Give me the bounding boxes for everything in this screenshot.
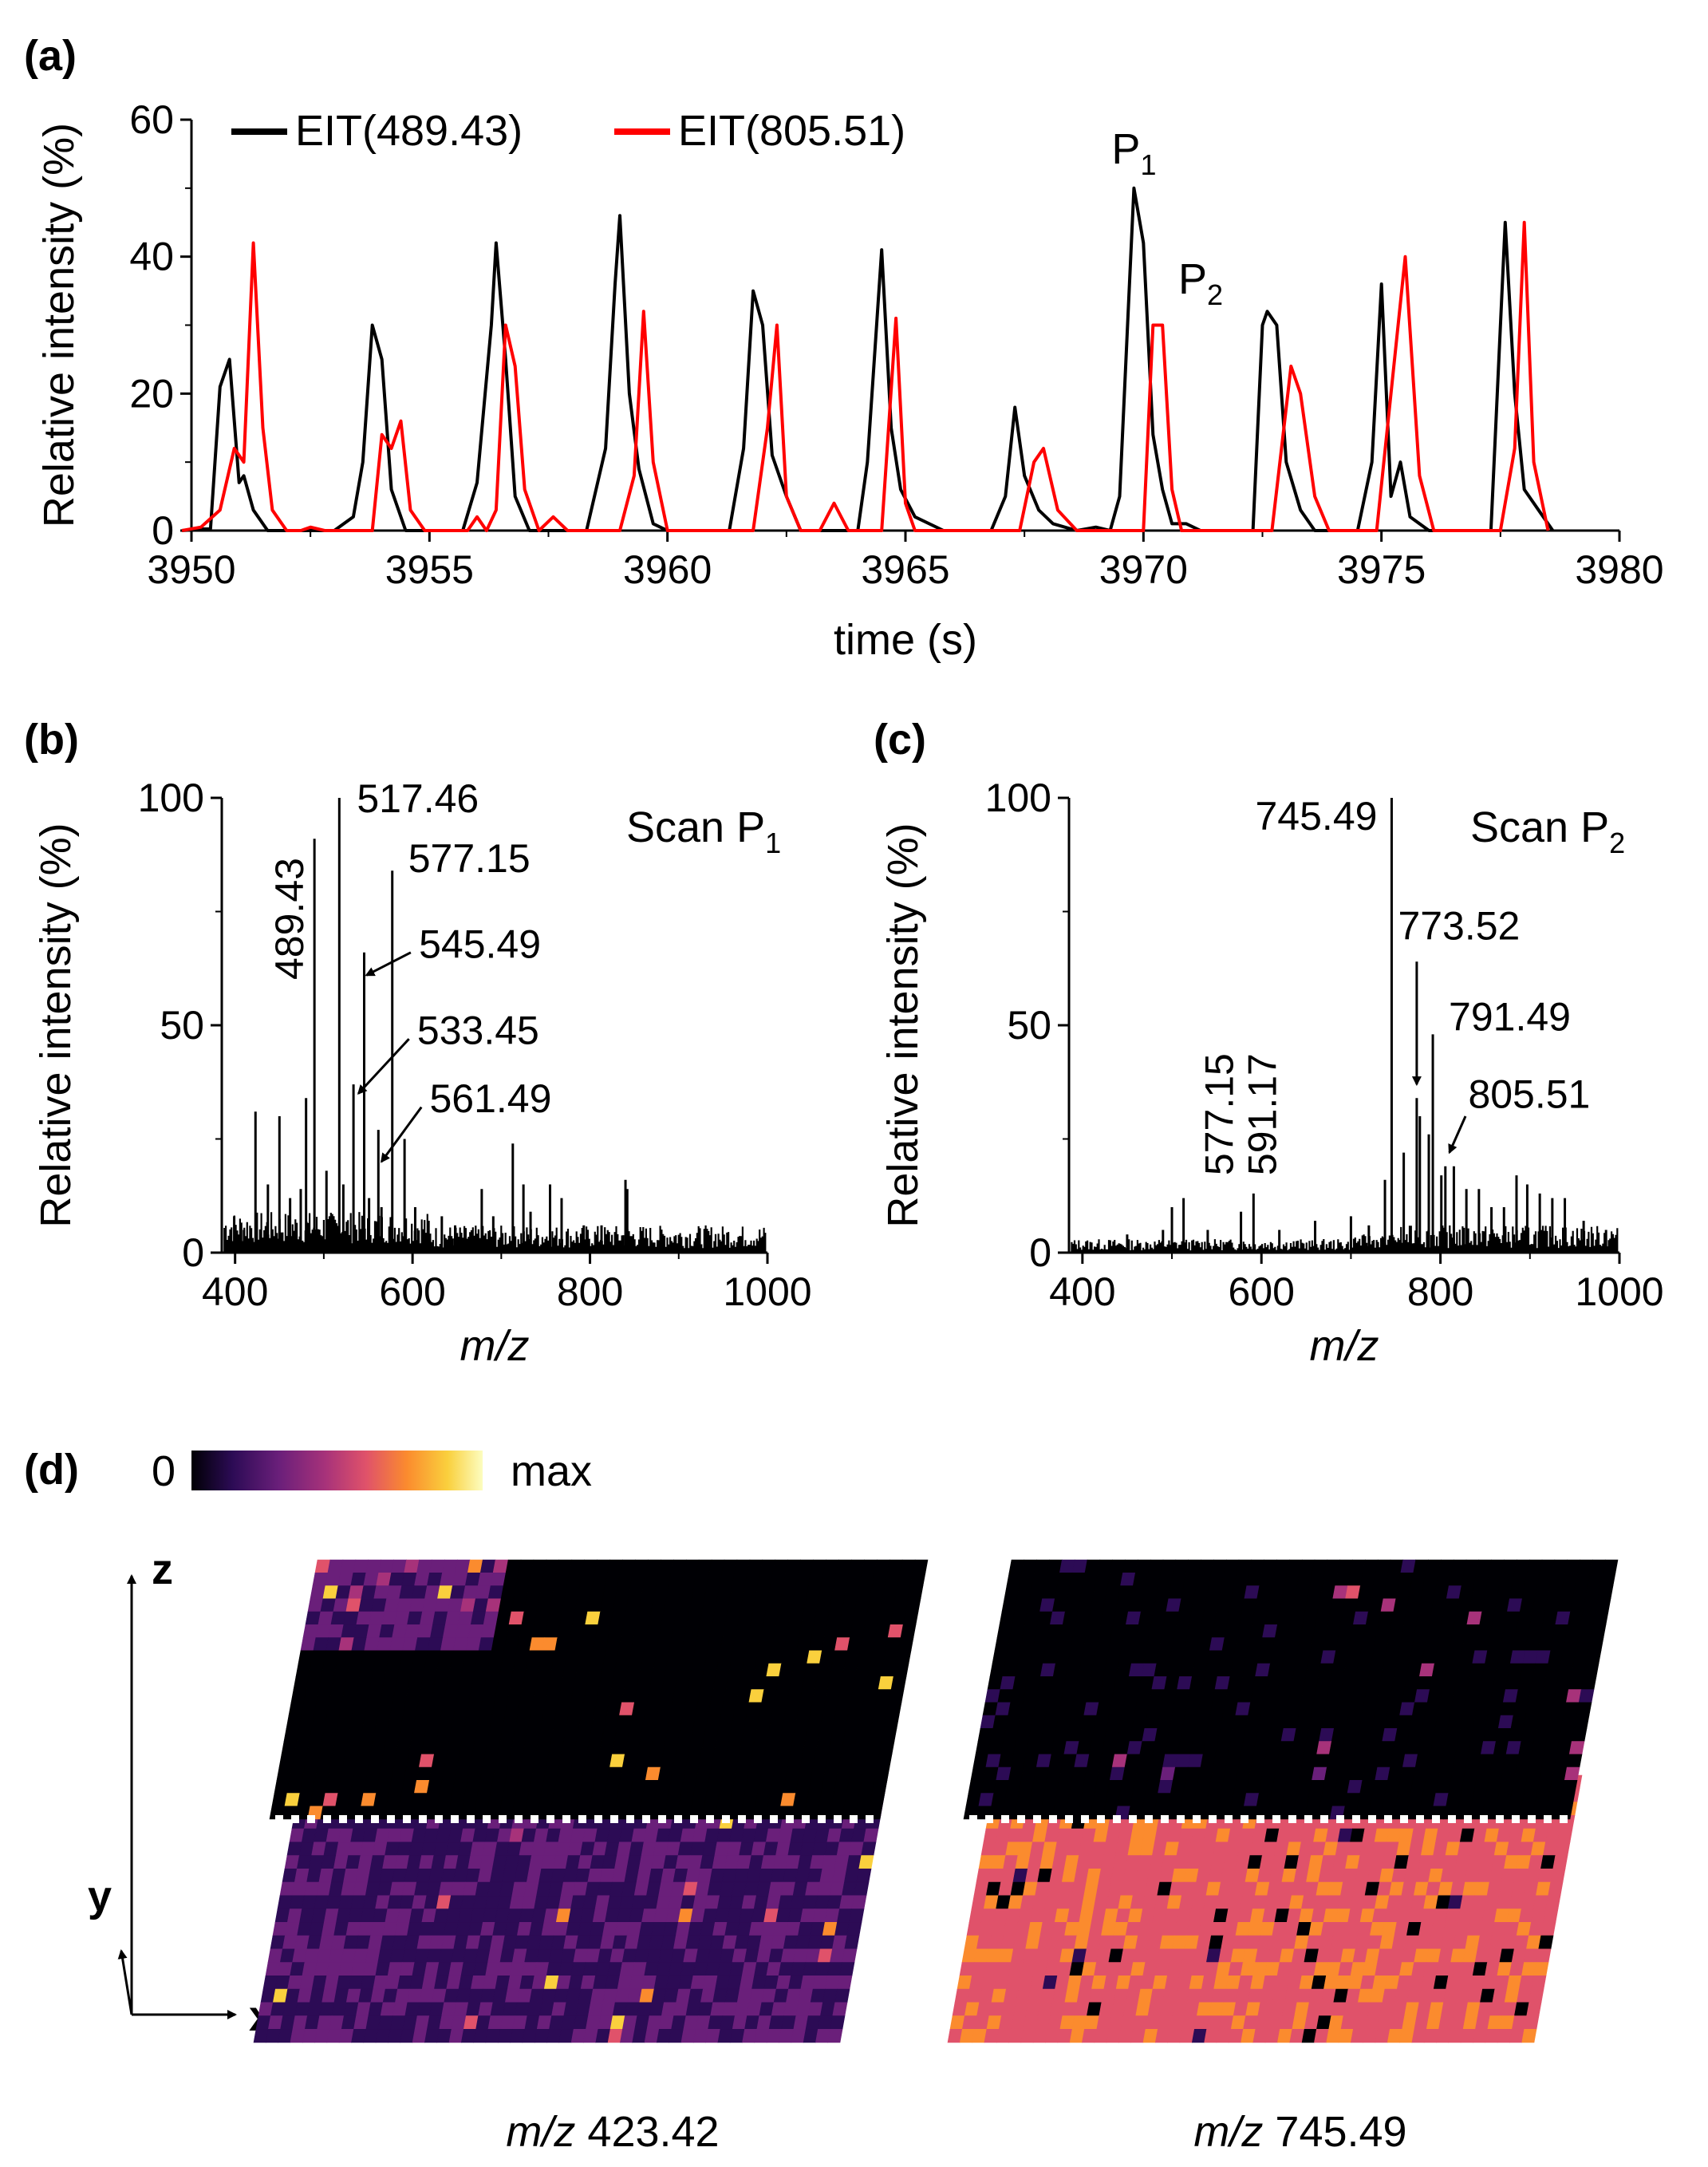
x-axis-label: time (s) (834, 616, 977, 664)
x-tick-label: 1000 (723, 1269, 811, 1314)
panel-label-d: (d) (24, 1446, 79, 1494)
peak-arrow (1448, 1115, 1467, 1155)
colorbar-max-label: max (511, 1447, 592, 1495)
peak-label: 591.17 (1240, 1053, 1284, 1175)
peak-label: 577.15 (408, 836, 531, 881)
panel-a-chart: 3950 3955 3960 3965 3970 3975 3980 0 20 40 60 EIT(4… (35, 97, 1664, 664)
y-tick-label: 40 (129, 235, 174, 279)
peak-label: 517.46 (357, 776, 479, 821)
series-line-2 (181, 220, 1550, 532)
y-tick-label: 100 (138, 776, 204, 820)
y-tick-label: 50 (1007, 1003, 1051, 1048)
heatmap-745-upper (963, 1559, 1619, 1820)
peak-label-p1: P1 (1111, 125, 1156, 181)
legend-label-2: EIT(805.51) (678, 107, 905, 155)
scan-title: Scan P1 (626, 803, 781, 859)
peak-label: 561.49 (429, 1076, 551, 1121)
y-tick-label: 0 (152, 508, 174, 553)
y-tick-label: 0 (182, 1230, 204, 1275)
peak-arrow (380, 1106, 423, 1163)
y-axis-label: y (88, 1873, 112, 1920)
noise-baseline (1071, 1225, 1619, 1253)
peak-label: 533.45 (417, 1009, 539, 1053)
x-tick-label: 3965 (861, 547, 949, 592)
peak-label-p2: P2 (1178, 255, 1223, 311)
peak-label: 577.15 (1197, 1053, 1242, 1175)
heatmap-423-upper (269, 1559, 929, 1820)
x-tick-label: 3955 (385, 547, 474, 592)
x-axis-label: m/z (460, 1322, 530, 1370)
panel-label-c: (c) (874, 716, 926, 764)
colorbar (191, 1451, 483, 1490)
x-tick-label: 800 (1407, 1269, 1473, 1314)
z-axis-label: z (152, 1545, 173, 1593)
panel-d-heatmaps: 0maxzyxm/z 423.42m/z 745.49 (88, 1447, 1619, 2156)
legend-label-1: EIT(489.43) (295, 107, 523, 155)
scan-title: Scan P2 (1470, 803, 1625, 859)
peak-arrow (365, 951, 412, 977)
y-axis-label: Relative intensity (%) (879, 823, 927, 1227)
y-tick-label: 60 (129, 97, 174, 142)
peak-label: 791.49 (1449, 995, 1571, 1040)
panel-c-chart: 400 600 800 1000 0 50 100 Scan P2 m/z Relative in… (879, 776, 1664, 1370)
peak-arrow (357, 1038, 410, 1095)
x-tick-label: 3960 (623, 547, 712, 592)
x-axis-label: m/z (1310, 1322, 1379, 1370)
peak-label: 773.52 (1398, 904, 1520, 949)
heatmap-caption-2: m/z 745.49 (1193, 2108, 1406, 2156)
panel-b-chart: 400 600 800 1000 0 50 100 Scan P1 m/z Relative in… (32, 776, 812, 1370)
x-tick-label: 3980 (1575, 547, 1663, 592)
x-tick-label: 3970 (1099, 547, 1188, 592)
x-tick-label: 600 (379, 1269, 445, 1314)
x-tick-label: 3950 (147, 547, 235, 592)
heatmap-caption-1: m/z 423.42 (506, 2108, 719, 2156)
y-tick-label: 0 (1029, 1230, 1051, 1275)
panel-label-b: (b) (24, 716, 79, 764)
panel-label-a: (a) (24, 32, 77, 80)
peak-label: 545.49 (419, 922, 541, 966)
y-tick-label: 100 (985, 776, 1051, 820)
peak-label: 489.43 (267, 858, 312, 980)
x-tick-label: 1000 (1575, 1269, 1663, 1314)
y-tick-label: 50 (160, 1003, 204, 1048)
x-tick-label: 800 (557, 1269, 623, 1314)
y-tick-label: 20 (129, 371, 174, 416)
legend: EIT(489.43) EIT(805.51) (231, 107, 905, 155)
y-axis-label: Relative intensity (%) (32, 823, 80, 1227)
peak-label: 745.49 (1256, 794, 1378, 839)
x-tick-label: 600 (1229, 1269, 1295, 1314)
y-axis-arrow (117, 1949, 133, 2015)
axes-3d: zyx (88, 1545, 273, 2040)
y-axis-label: Relative intensity (%) (35, 123, 83, 527)
colorbar-min-label: 0 (152, 1447, 176, 1495)
series-line-1 (181, 186, 1555, 532)
x-tick-label: 400 (1049, 1269, 1115, 1314)
x-tick-label: 400 (202, 1269, 268, 1314)
peak-label: 805.51 (1468, 1072, 1590, 1117)
x-tick-label: 3975 (1337, 547, 1426, 592)
